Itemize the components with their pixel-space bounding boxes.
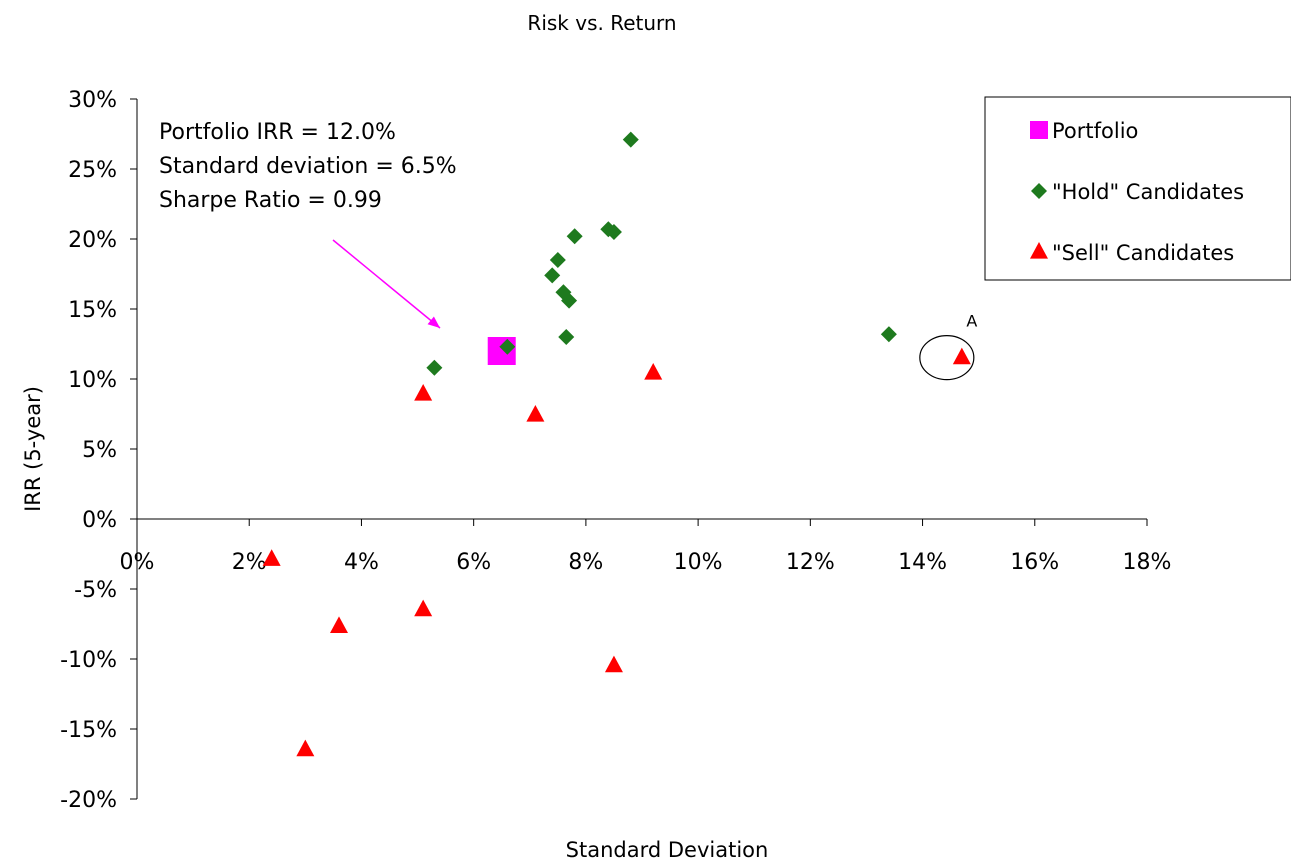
sell-candidate-point — [952, 347, 971, 365]
x-tick-label: 4% — [344, 550, 379, 575]
annotation-line: Sharpe Ratio = 0.99 — [159, 188, 382, 213]
hold-candidate-point — [880, 326, 897, 343]
x-tick-label: 6% — [456, 550, 491, 575]
sell-candidate-point — [262, 549, 281, 566]
highlight-label: A — [966, 312, 977, 331]
y-tick-label: -5% — [74, 578, 117, 603]
y-tick-label: 10% — [68, 368, 117, 393]
y-axis-title: IRR (5-year) — [21, 386, 45, 512]
axes: 30%25%20%15%10%5%0%-5%-10%-15%-20%0% 2% 4%… — [60, 88, 1171, 813]
highlight-circle — [919, 335, 975, 381]
legend-label: "Sell" Candidates — [1052, 241, 1234, 265]
hold-candidate-point — [558, 329, 575, 345]
legend-label: "Hold" Candidates — [1052, 180, 1244, 204]
sell-candidate-point — [414, 599, 433, 617]
y-tick-label: -15% — [60, 718, 117, 743]
x-tick-label: 16% — [1010, 550, 1059, 575]
sell-candidate-point — [296, 739, 315, 757]
legend-sell-icon — [1030, 242, 1048, 259]
x-tick-label: 18% — [1123, 550, 1172, 575]
sell-candidate-point — [526, 405, 545, 422]
y-tick-label: 25% — [68, 158, 117, 183]
annotation-arrow — [332, 239, 441, 329]
x-tick-label: 14% — [898, 550, 947, 575]
x-tick-label: 2% — [232, 550, 267, 575]
hold-candidate-point — [544, 267, 561, 284]
y-tick-label: -10% — [60, 648, 117, 673]
sell-candidate-point — [644, 363, 663, 380]
x-axis-title: Standard Deviation — [566, 838, 769, 862]
y-tick-label: 5% — [82, 438, 117, 463]
sell-candidate-point — [604, 655, 623, 673]
x-tick-label: 0% — [120, 550, 155, 575]
y-tick-label: 15% — [68, 298, 117, 323]
annotation-line: Standard deviation = 6.5% — [159, 154, 457, 179]
hold-candidate-point — [566, 228, 583, 245]
y-tick-label: 0% — [82, 508, 117, 533]
data-points — [262, 131, 971, 757]
hold-candidate-point — [549, 252, 566, 268]
chart-title: Risk vs. Return — [527, 11, 676, 35]
legend-label: Portfolio — [1052, 119, 1138, 143]
hold-candidate-point — [499, 338, 516, 355]
x-tick-label: 10% — [674, 550, 723, 575]
hold-candidate-point — [426, 359, 443, 376]
portfolio-point — [487, 337, 516, 365]
hold-candidate-point — [605, 224, 622, 240]
hold-candidate-point — [622, 131, 639, 148]
x-tick-label: 12% — [786, 550, 835, 575]
legend: Portfolio "Hold" Candidates "Sell" Candida… — [984, 96, 1291, 281]
arrow-head — [427, 316, 440, 328]
legend-hold-icon — [1031, 183, 1047, 199]
y-tick-label: -20% — [60, 788, 117, 813]
y-tick-label: 30% — [68, 88, 117, 113]
annotation-line: Portfolio IRR = 12.0% — [159, 120, 396, 145]
legend-portfolio-icon — [1030, 121, 1048, 139]
x-tick-label: 8% — [568, 550, 603, 575]
y-tick-label: 20% — [68, 228, 117, 253]
sell-candidate-point — [330, 616, 348, 634]
hold-candidate-point — [561, 292, 578, 309]
sell-candidate-point — [414, 384, 433, 401]
annotation-group: A Portfolio IRR = 12.0% Standard deviation… — [159, 120, 977, 381]
